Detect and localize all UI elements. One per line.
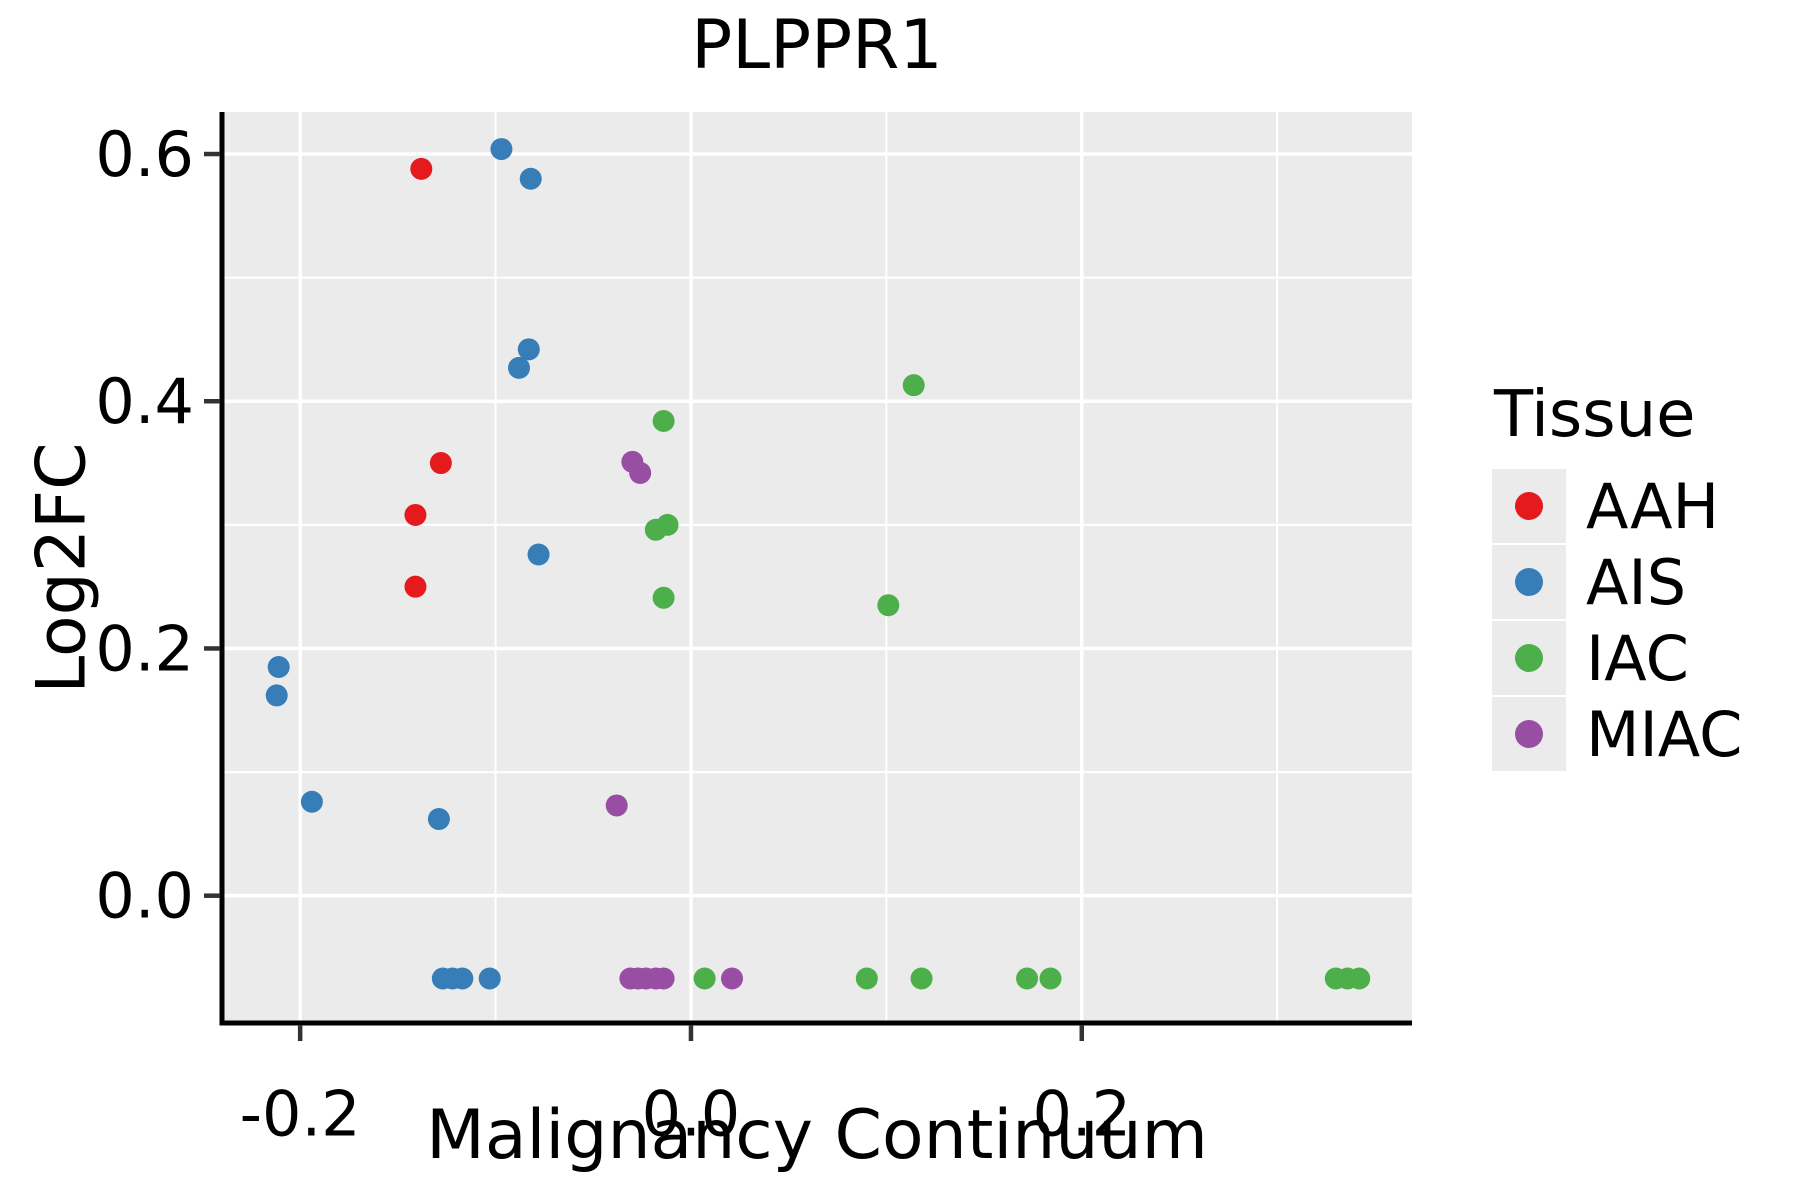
point-IAC-5	[652, 586, 675, 609]
y-tick-label: 0.2	[95, 612, 194, 685]
point-MIAC-8	[652, 967, 675, 990]
point-AIS-1	[490, 138, 513, 161]
legend: Tissue AAH AIS IAC MIAC	[1492, 378, 1742, 772]
point-AAH-3	[404, 503, 427, 526]
point-IAC-7	[693, 967, 716, 990]
legend-key	[1492, 469, 1566, 543]
legend-label: AAH	[1586, 469, 1720, 543]
y-tick-label: 0.0	[95, 860, 194, 933]
point-AAH-2	[429, 452, 452, 475]
point-IAC-10	[1016, 967, 1039, 990]
legend-label: AIS	[1586, 545, 1687, 619]
legend-key	[1492, 545, 1566, 619]
point-AIS-6	[267, 656, 290, 679]
legend-dot-AAH	[1515, 492, 1543, 520]
point-MIAC-3	[605, 794, 628, 817]
point-IAC-2	[652, 410, 675, 433]
point-AIS-7	[265, 684, 288, 707]
point-IAC-1	[902, 374, 925, 397]
y-axis-title: Log2FC	[22, 442, 102, 694]
point-IAC-14	[1348, 967, 1371, 990]
x-tick-label: 0.0	[642, 1077, 741, 1150]
point-AIS-4	[508, 356, 531, 379]
point-IAC-6	[877, 594, 900, 617]
legend-entry-MIAC: MIAC	[1492, 696, 1742, 772]
legend-key	[1492, 621, 1566, 695]
point-MIAC-9	[721, 967, 743, 990]
point-IAC-4	[656, 513, 679, 536]
legend-key	[1492, 697, 1566, 771]
legend-label: IAC	[1586, 621, 1689, 695]
point-MIAC-2	[629, 461, 652, 484]
point-AAH-4	[404, 575, 427, 598]
legend-entry-AAH: AAH	[1492, 468, 1742, 544]
point-AAH-1	[410, 157, 433, 180]
x-tick-label: 0.2	[1032, 1077, 1131, 1150]
point-IAC-9	[910, 967, 933, 990]
point-IAC-8	[855, 967, 878, 990]
point-AIS-13	[478, 967, 501, 990]
legend-dot-AIS	[1515, 568, 1543, 596]
legend-dot-IAC	[1515, 644, 1543, 672]
point-AIS-5	[527, 543, 550, 566]
legend-items: AAH AIS IAC MIAC	[1492, 468, 1742, 772]
point-AIS-3	[517, 338, 540, 361]
legend-entry-IAC: IAC	[1492, 620, 1742, 696]
point-IAC-11	[1039, 967, 1062, 990]
legend-label: MIAC	[1586, 697, 1743, 771]
y-tick-label: 0.6	[95, 118, 194, 191]
x-axis-title: Malignancy Continuum	[426, 1096, 1208, 1175]
legend-entry-AIS: AIS	[1492, 544, 1742, 620]
legend-dot-MIAC	[1515, 720, 1543, 748]
legend-title: Tissue	[1494, 378, 1696, 452]
y-tick-label: 0.4	[95, 365, 194, 438]
point-AIS-8	[300, 790, 323, 813]
point-AIS-12	[451, 967, 474, 990]
panel-background	[222, 112, 1412, 1023]
x-tick-label: -0.2	[240, 1077, 361, 1150]
point-AIS-9	[427, 808, 450, 831]
plot-title: PLPPR1	[691, 6, 943, 85]
point-AIS-2	[519, 167, 542, 190]
